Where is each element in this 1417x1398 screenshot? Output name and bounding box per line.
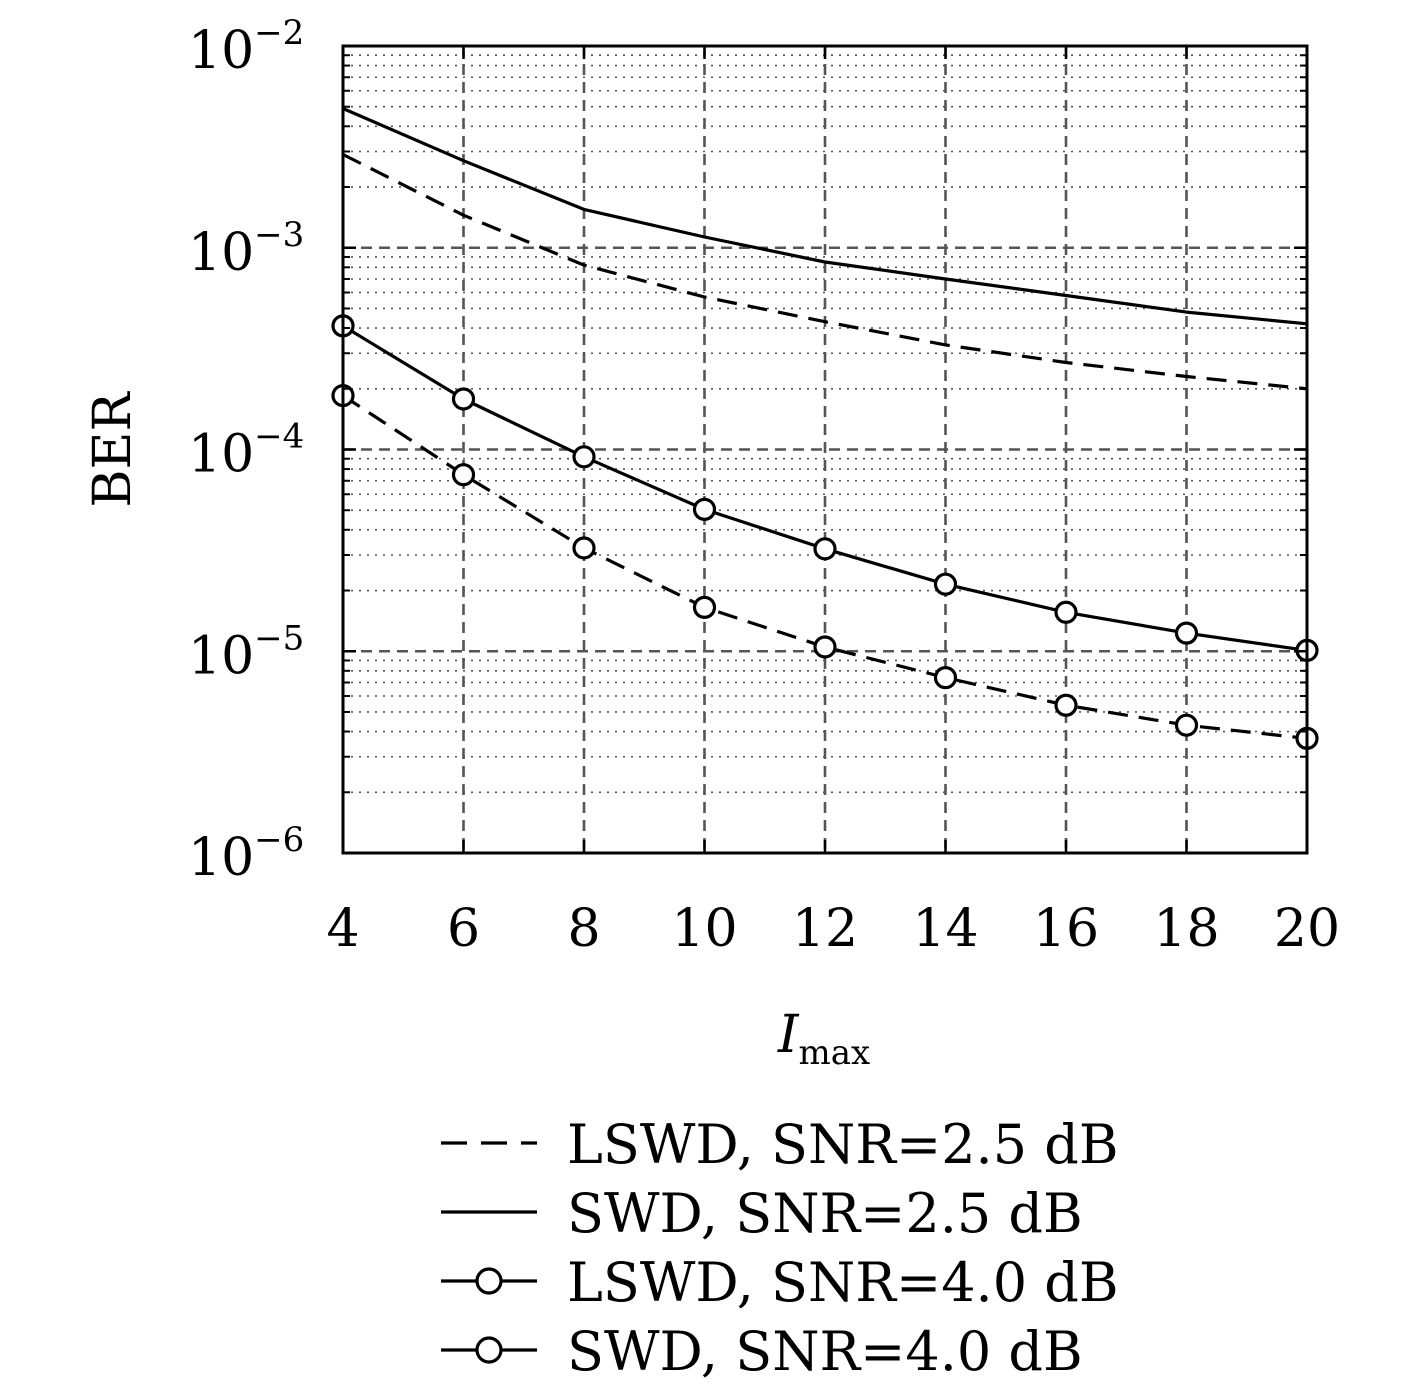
series-3-marker (692, 595, 717, 619)
y-tick-labels: 10−210−310−410−510−6 (188, 13, 304, 888)
series-3-marker (813, 635, 837, 659)
series-line-1 (342, 153, 1308, 391)
x-axis-label: Imax (777, 1005, 870, 1073)
y-tick-label-exponent: −6 (254, 820, 304, 860)
legend-label: LSWD, SNR=4.0 dB (567, 1251, 1119, 1314)
y-tick-label: 10−2 (188, 13, 304, 81)
legend-swatch-marker (475, 1336, 503, 1364)
series-4-marker (692, 497, 717, 521)
y-tick-label-base: 10 (188, 425, 254, 485)
x-tick-labels: 4 6 8 10 12 14 16 18 20 (326, 899, 1340, 959)
legend-label: LSWD, SNR=2.5 dB (567, 1113, 1119, 1176)
y-tick-label-exponent: −2 (254, 13, 304, 53)
series-3-marker (572, 536, 596, 560)
x-tick-label: 20 (1274, 899, 1340, 959)
y-tick-label-exponent: −5 (254, 618, 304, 658)
legend-item-4: SWD, SNR=4.0 dB (441, 1320, 1083, 1383)
y-axis-label: BER (83, 390, 143, 507)
y-tick-label-exponent: −3 (254, 215, 304, 255)
x-tick-label: 10 (671, 899, 737, 959)
series-4-marker (1174, 621, 1199, 645)
series-4-marker (1054, 600, 1078, 624)
y-tick-label-base: 10 (188, 828, 254, 888)
legend-swatch-marker (475, 1267, 503, 1295)
series-3-marker (1174, 713, 1199, 737)
y-tick-label: 10−5 (188, 618, 304, 686)
legend-item-3: LSWD, SNR=4.0 dB (441, 1251, 1119, 1314)
y-tick-label: 10−6 (188, 820, 304, 888)
x-tick-label: 12 (792, 899, 858, 959)
y-tick-label-exponent: −4 (254, 417, 304, 457)
y-tick-label: 10−3 (188, 215, 304, 283)
y-tick-label: 10−4 (188, 417, 304, 485)
x-tick-label: 16 (1033, 899, 1099, 959)
legend-item-2: SWD, SNR=2.5 dB (441, 1182, 1083, 1245)
y-tick-label-base: 10 (188, 223, 254, 283)
series-4-marker (572, 445, 596, 469)
y-tick-label-base: 10 (188, 626, 254, 686)
legend-label: SWD, SNR=2.5 dB (567, 1182, 1083, 1245)
y-tick-label-base: 10 (188, 21, 254, 81)
series-line-2 (342, 107, 1308, 326)
x-tick-label: 14 (912, 899, 978, 959)
series-layer (331, 107, 1319, 750)
series-3-marker (451, 463, 476, 487)
legend-item-1: LSWD, SNR=2.5 dB (441, 1113, 1119, 1176)
legend-label: SWD, SNR=4.0 dB (567, 1320, 1083, 1383)
series-3-marker (933, 666, 958, 690)
x-tick-label: 6 (447, 899, 480, 959)
series-4-marker (933, 572, 958, 596)
series-4-marker (451, 387, 476, 411)
axis-ticks (341, 44, 1309, 855)
x-tick-label: 18 (1153, 899, 1219, 959)
x-tick-label: 4 (326, 899, 359, 959)
series-4-marker (813, 537, 837, 561)
x-axis-label-sub: max (799, 1033, 871, 1073)
x-axis-label-main: I (777, 1005, 800, 1065)
x-tick-label: 8 (567, 899, 600, 959)
series-3-marker (1054, 693, 1078, 717)
